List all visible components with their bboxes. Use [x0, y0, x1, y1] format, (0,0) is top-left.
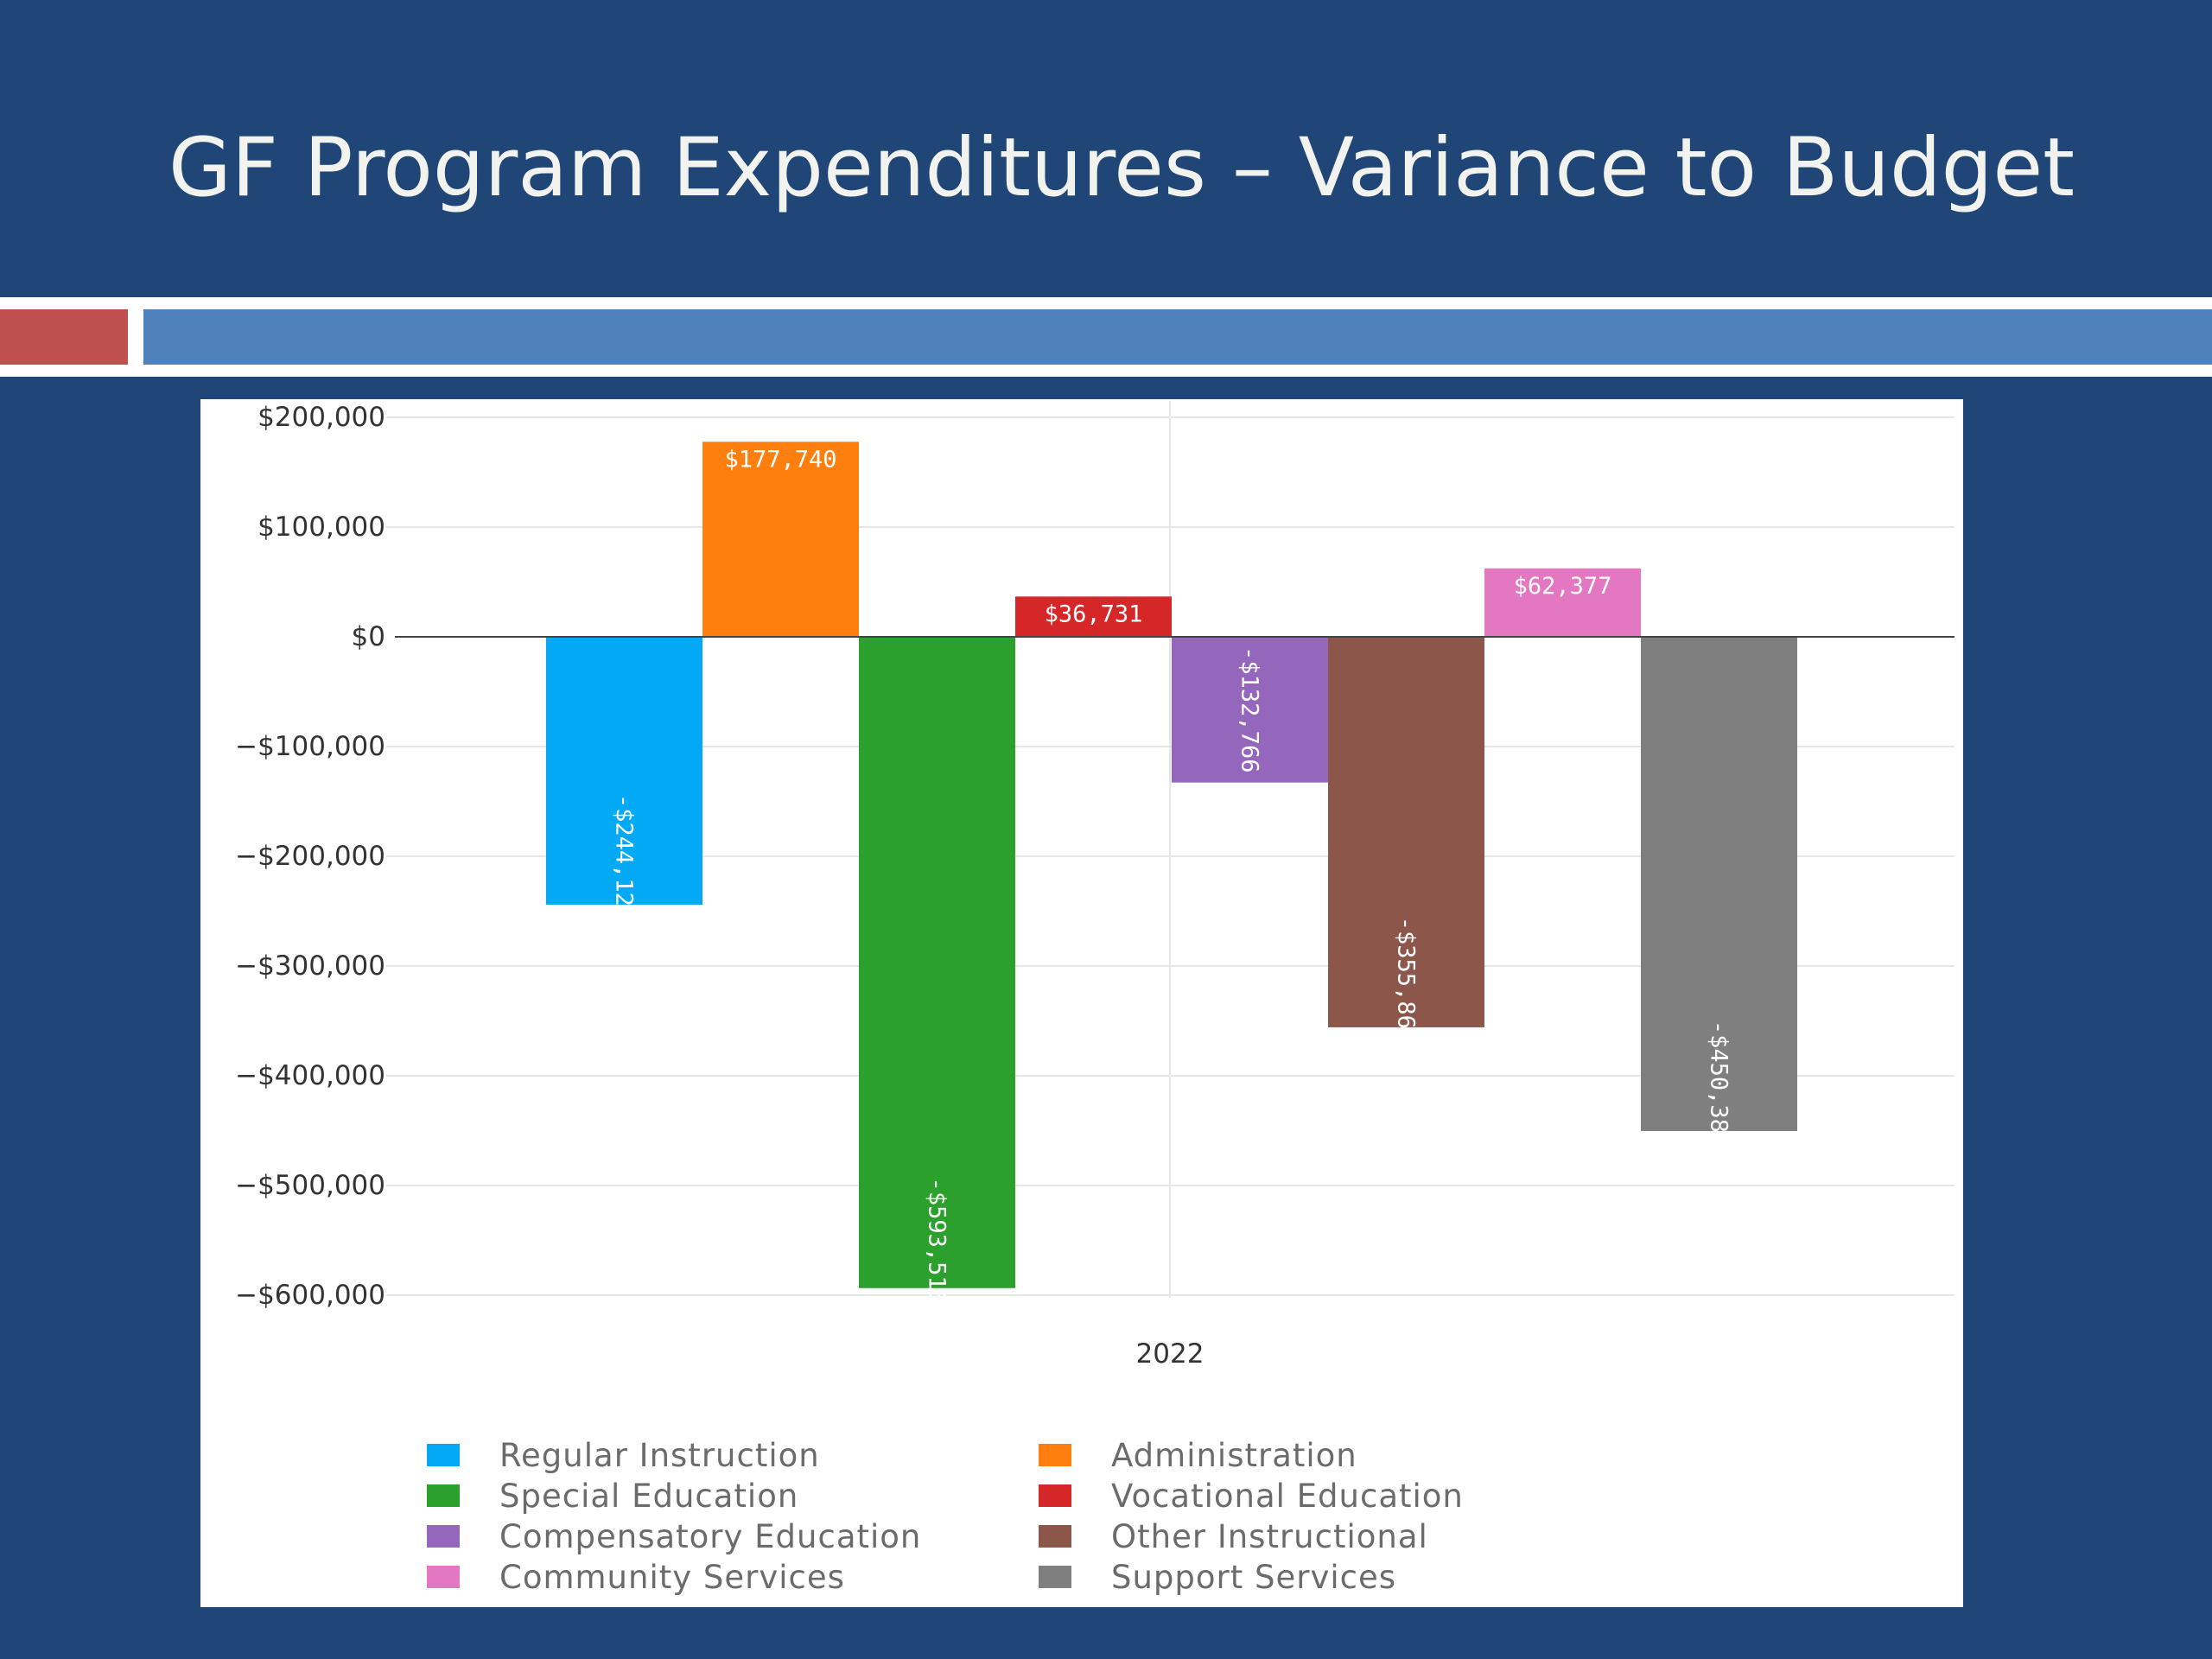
bar-data-label: -$593,516 — [924, 1178, 950, 1304]
bar — [1015, 596, 1172, 637]
legend-swatch — [1039, 1566, 1071, 1588]
legend-item[interactable]: Community Services — [427, 1558, 1039, 1596]
legend-item[interactable]: Administration — [1039, 1436, 1522, 1474]
title-rule-accent-red — [0, 309, 128, 365]
bar-data-label: -$244,120 — [611, 794, 638, 920]
legend-item[interactable]: Special Education — [427, 1477, 1039, 1515]
y-tick-label: $200,000 — [257, 402, 385, 433]
legend-swatch — [427, 1525, 460, 1548]
bar-data-label: $36,731 — [1045, 601, 1143, 627]
bar-data-label: -$355,860 — [1393, 917, 1420, 1043]
title-rule-accent-blue — [143, 309, 2212, 365]
y-tick-label: −$300,000 — [235, 950, 385, 982]
y-tick-label: $0 — [352, 621, 385, 652]
bar — [1641, 637, 1797, 1131]
legend-label: Support Services — [1111, 1558, 1397, 1596]
bar — [1484, 568, 1641, 637]
y-tick-label: −$400,000 — [235, 1060, 385, 1091]
legend-label: Special Education — [499, 1477, 799, 1515]
legend-item[interactable]: Regular Instruction — [427, 1436, 1039, 1474]
x-tick-label: 2022 — [1136, 1338, 1205, 1370]
legend-label: Community Services — [499, 1558, 845, 1596]
y-tick-label: −$200,000 — [235, 841, 385, 872]
legend-swatch — [427, 1484, 460, 1507]
legend-item[interactable]: Other Instructional — [1039, 1517, 1522, 1555]
legend-label: Regular Instruction — [499, 1436, 820, 1474]
legend-item[interactable]: Support Services — [1039, 1558, 1522, 1596]
y-tick-label: $100,000 — [257, 512, 385, 543]
y-tick-label: −$500,000 — [235, 1170, 385, 1201]
legend-swatch — [427, 1566, 460, 1588]
y-tick-label: −$100,000 — [235, 731, 385, 762]
legend-label: Compensatory Education — [499, 1517, 922, 1555]
bar — [1328, 637, 1484, 1027]
bar-data-label: $177,740 — [724, 446, 836, 473]
bar-data-label: -$132,766 — [1236, 646, 1263, 772]
chart-legend: Regular Instruction Administration Special… — [427, 1436, 1522, 1596]
legend-label: Other Instructional — [1111, 1517, 1428, 1555]
legend-item[interactable]: Vocational Education — [1039, 1477, 1522, 1515]
bar — [859, 637, 1015, 1288]
legend-item[interactable]: Compensatory Education — [427, 1517, 1039, 1555]
bar-data-label: -$450,380 — [1706, 1020, 1732, 1147]
y-tick-label: −$600,000 — [235, 1280, 385, 1311]
slide-title: GF Program Expenditures – Variance to Bu… — [168, 121, 2075, 215]
chart-panel: $200,000 $100,000 $0 −$100,000 −$200,000 −$30… — [200, 399, 1963, 1607]
legend-swatch — [1039, 1525, 1071, 1548]
bar — [1172, 637, 1328, 783]
bar-chart: $200,000 $100,000 $0 −$100,000 −$200,000 −$30… — [235, 401, 1955, 1370]
legend-label: Vocational Education — [1111, 1477, 1464, 1515]
bar-data-label: $62,377 — [1514, 573, 1612, 600]
legend-label: Administration — [1111, 1436, 1357, 1474]
bar — [702, 442, 859, 637]
bar — [546, 637, 702, 906]
legend-swatch — [427, 1444, 460, 1466]
legend-swatch — [1039, 1444, 1071, 1466]
legend-swatch — [1039, 1484, 1071, 1507]
